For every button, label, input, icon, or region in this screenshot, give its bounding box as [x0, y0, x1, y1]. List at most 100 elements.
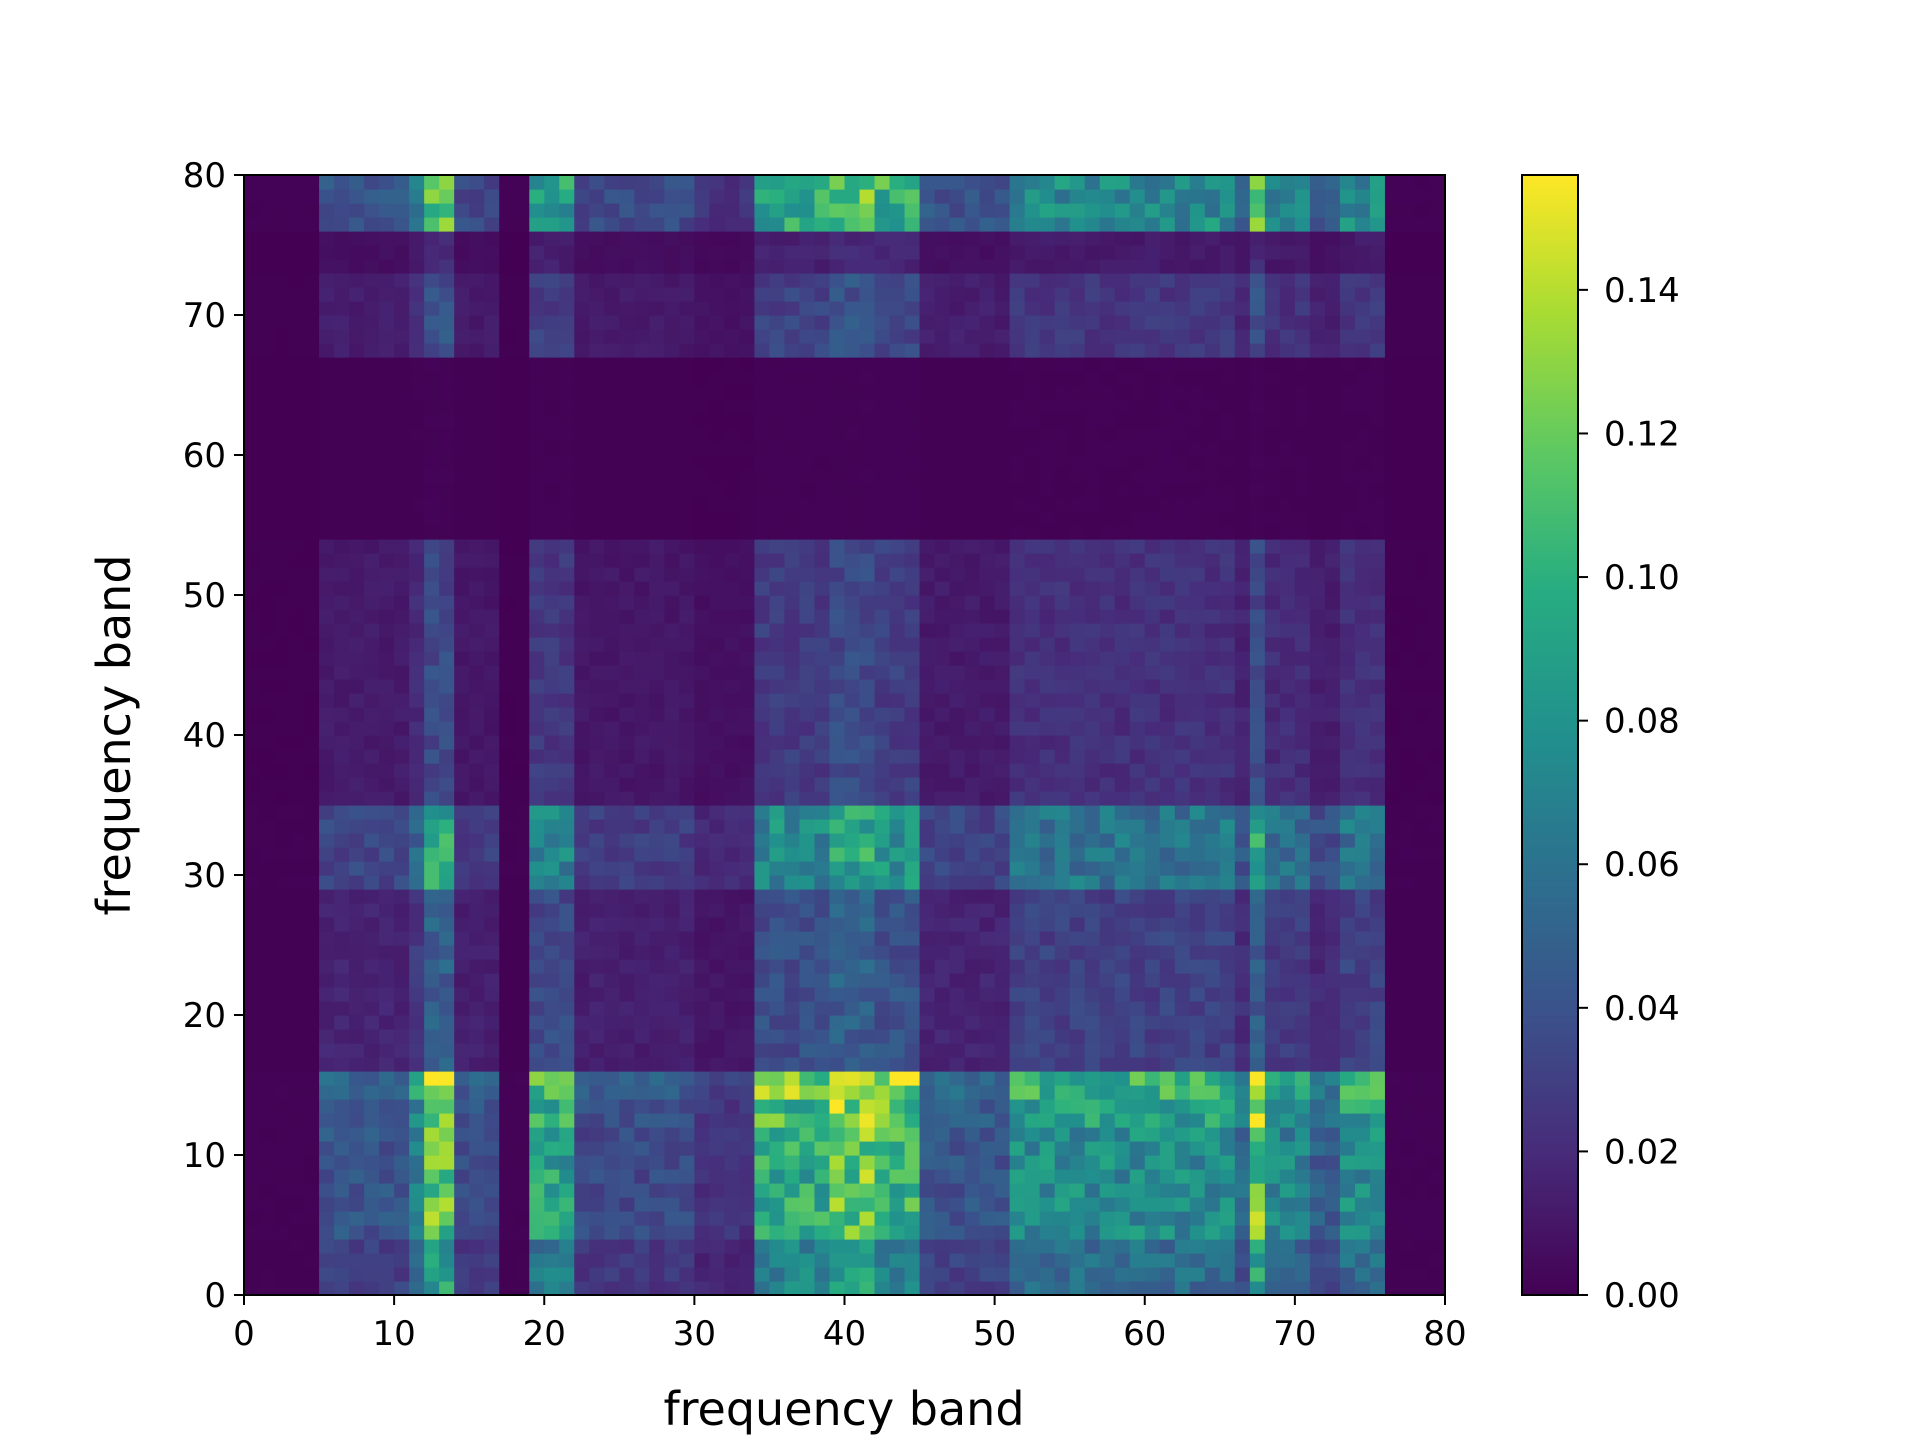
heatmap-cell	[319, 693, 335, 708]
heatmap-cell	[409, 469, 425, 484]
heatmap-cell	[919, 903, 936, 918]
heatmap-cell	[934, 609, 951, 624]
heatmap-cell	[259, 889, 275, 904]
heatmap-cell	[934, 567, 951, 582]
heatmap-cell	[559, 665, 575, 680]
heatmap-cell	[319, 665, 335, 680]
heatmap-cell	[1324, 875, 1341, 890]
heatmap-cell	[1354, 777, 1371, 792]
heatmap-cell	[244, 1043, 260, 1058]
heatmap-cell	[1294, 833, 1311, 848]
heatmap-cell	[1009, 1197, 1026, 1212]
heatmap-cell	[1114, 497, 1131, 512]
heatmap-cell	[334, 833, 350, 848]
heatmap-cell	[1384, 1141, 1401, 1156]
heatmap-cell	[1309, 1099, 1326, 1114]
heatmap-cell	[979, 1225, 996, 1240]
heatmap-cell	[1129, 651, 1146, 666]
heatmap-cell	[499, 707, 515, 722]
heatmap-cell	[259, 749, 275, 764]
heatmap-cell	[724, 1197, 741, 1212]
heatmap-cell	[244, 1015, 260, 1030]
heatmap-cell	[454, 623, 470, 638]
heatmap-cell	[949, 483, 966, 498]
heatmap-cell	[589, 987, 605, 1002]
heatmap-cell	[1429, 1043, 1446, 1058]
heatmap-cell	[814, 623, 831, 638]
heatmap-cell	[844, 973, 861, 988]
heatmap-cell	[1159, 483, 1176, 498]
heatmap-cell	[724, 903, 741, 918]
heatmap-cell	[844, 749, 861, 764]
heatmap-cell	[574, 469, 590, 484]
heatmap-cell	[559, 651, 575, 666]
heatmap-cell	[454, 1057, 470, 1072]
heatmap-cell	[454, 651, 470, 666]
heatmap-cell	[334, 679, 350, 694]
heatmap-cell	[1159, 567, 1176, 582]
heatmap-cell	[1084, 777, 1101, 792]
heatmap-cell	[574, 945, 590, 960]
heatmap-cell	[379, 441, 395, 456]
heatmap-cell	[649, 1043, 665, 1058]
heatmap-cell	[349, 959, 365, 974]
heatmap-cell	[1279, 847, 1296, 862]
heatmap-cell	[469, 651, 485, 666]
heatmap-cell	[739, 1141, 756, 1156]
heatmap-cell	[394, 581, 410, 596]
heatmap-cell	[604, 623, 620, 638]
heatmap-cell	[454, 1239, 470, 1254]
heatmap-cell	[289, 623, 305, 638]
heatmap-cell	[1309, 931, 1326, 946]
heatmap-cell	[934, 1155, 951, 1170]
heatmap-cell	[1204, 1169, 1221, 1184]
heatmap-cell	[1129, 1071, 1146, 1086]
heatmap-cell	[724, 1113, 741, 1128]
heatmap-cell	[1099, 693, 1116, 708]
heatmap-cell	[649, 749, 665, 764]
heatmap-cell	[1024, 497, 1041, 512]
heatmap-cell	[1264, 1127, 1281, 1142]
heatmap-cell	[304, 1253, 320, 1268]
heatmap-cell	[1309, 1001, 1326, 1016]
heatmap-cell	[949, 567, 966, 582]
heatmap-cell	[1114, 833, 1131, 848]
heatmap-cell	[1084, 889, 1101, 904]
heatmap-cell	[259, 1225, 275, 1240]
heatmap-cell	[1414, 763, 1431, 778]
heatmap-cell	[409, 1113, 425, 1128]
heatmap-cell	[529, 1253, 545, 1268]
heatmap-cell	[244, 1211, 260, 1226]
heatmap-cell	[1084, 623, 1101, 638]
heatmap-cell	[454, 1113, 470, 1128]
heatmap-cell	[994, 1225, 1011, 1240]
heatmap-cell	[484, 1267, 500, 1282]
heatmap-cell	[499, 833, 515, 848]
heatmap-cell	[664, 847, 680, 862]
heatmap-cell	[1039, 427, 1056, 442]
heatmap-cell	[919, 623, 936, 638]
heatmap-cell	[1219, 707, 1236, 722]
heatmap-cell	[994, 1057, 1011, 1072]
heatmap-cell	[979, 1085, 996, 1100]
heatmap-cell	[439, 455, 455, 470]
heatmap-cell	[334, 777, 350, 792]
heatmap-cell	[379, 525, 395, 540]
heatmap-cell	[679, 1127, 695, 1142]
heatmap-cell	[559, 1239, 575, 1254]
heatmap-cell	[334, 413, 350, 428]
heatmap-cell	[319, 483, 335, 498]
heatmap-cell	[604, 497, 620, 512]
heatmap-cell	[274, 1029, 290, 1044]
heatmap-cell	[694, 483, 710, 498]
heatmap-cell	[1294, 609, 1311, 624]
heatmap-cell	[829, 1253, 846, 1268]
heatmap-cell	[829, 875, 846, 890]
heatmap-cell	[754, 1197, 771, 1212]
heatmap-cell	[1009, 693, 1026, 708]
heatmap-cell	[1129, 1239, 1146, 1254]
heatmap-cell	[649, 777, 665, 792]
heatmap-cell	[1219, 567, 1236, 582]
heatmap-cell	[619, 861, 635, 876]
heatmap-cell	[529, 1141, 545, 1156]
